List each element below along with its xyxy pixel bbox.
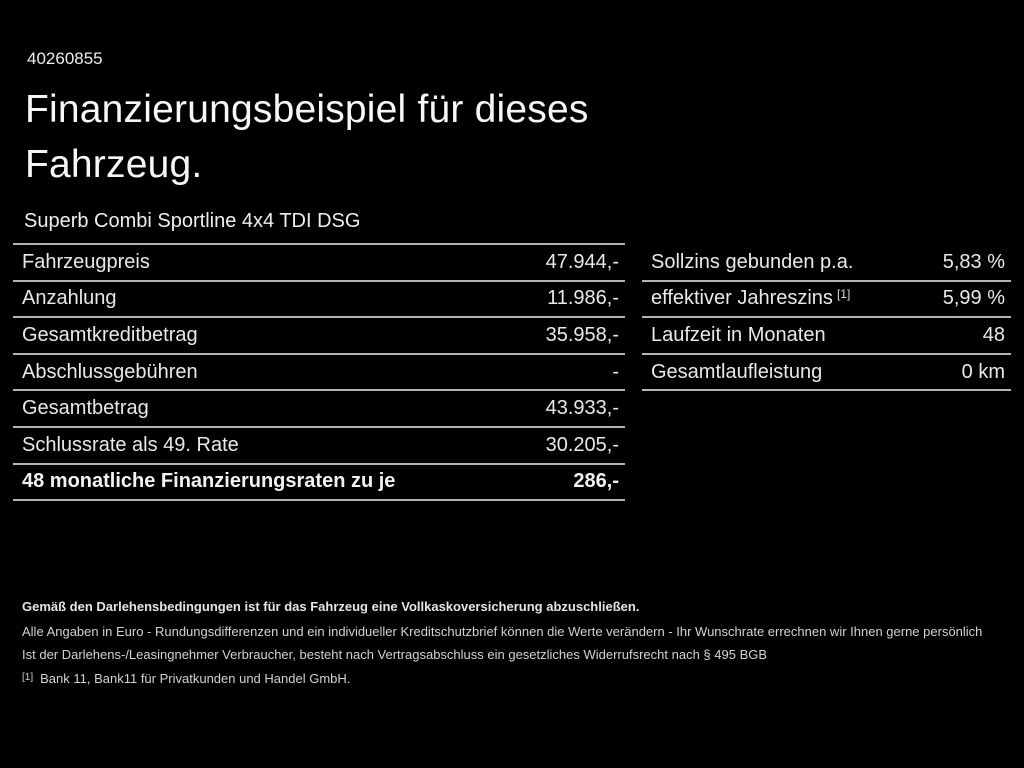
- row-value: 30.205,-: [545, 433, 619, 456]
- row-value: 0 km: [961, 360, 1005, 383]
- row-value: 35.958,-: [545, 323, 619, 346]
- row-label: 48 monatliche Finanzierungsraten zu je: [22, 470, 396, 493]
- row-label: Gesamtbetrag: [22, 397, 149, 420]
- table-row: Gesamtlaufleistung 0 km: [642, 355, 1011, 392]
- footnote-text: Bank 11, Bank11 für Privatkunden und Han…: [40, 671, 351, 686]
- financing-conditions-table: Sollzins gebunden p.a. 5,83 % effektiver J…: [642, 245, 1011, 392]
- row-label: Laufzeit in Monaten: [651, 324, 826, 347]
- row-value: 5,83 %: [942, 250, 1005, 273]
- page-title-line2: Fahrzeug.: [25, 143, 203, 186]
- table-row: 48 monatliche Finanzierungsraten zu je 28…: [13, 465, 625, 502]
- table-row: Sollzins gebunden p.a. 5,83 %: [642, 245, 1011, 282]
- row-value: 11.986,-: [547, 287, 619, 310]
- page-title-line1: Finanzierungsbeispiel für dieses: [25, 88, 589, 131]
- page-title: Finanzierungsbeispiel für dieses Fahrzeu…: [25, 82, 589, 192]
- footnote-line: [1] Bank 11, Bank11 für Privatkunden und …: [22, 671, 350, 686]
- row-label-text: Sollzins gebunden p.a.: [651, 250, 854, 273]
- footnote-reference: [1]: [836, 287, 851, 302]
- row-label: effektiver Jahreszins [1]: [651, 287, 850, 310]
- row-label-text: Laufzeit in Monaten: [651, 323, 826, 346]
- row-value: 286,-: [573, 470, 619, 493]
- row-label: Schlussrate als 49. Rate: [22, 433, 239, 456]
- table-row: Schlussrate als 49. Rate 30.205,-: [13, 428, 625, 465]
- document-id: 40260855: [27, 49, 103, 68]
- row-label: Gesamtlaufleistung: [651, 361, 822, 384]
- row-value: 48: [982, 323, 1005, 346]
- row-label-text: Gesamtlaufleistung: [651, 360, 823, 383]
- row-value: 43.933,-: [545, 397, 619, 420]
- table-row: Abschlussgebühren -: [13, 355, 625, 392]
- row-label: Gesamtkreditbetrag: [22, 323, 198, 346]
- row-value: 47.944,-: [545, 250, 619, 273]
- footnote-text: Alle Angaben in Euro - Rundungsdifferenz…: [22, 624, 983, 639]
- row-label: Sollzins gebunden p.a.: [651, 251, 853, 274]
- table-row: Gesamtkreditbetrag 35.958,-: [13, 318, 625, 355]
- footnote-line: Ist der Darlehens-/Leasingnehmer Verbrau…: [22, 647, 767, 662]
- footnote-line: Gemäß den Darlehensbedingungen ist für d…: [22, 599, 639, 614]
- row-value: -: [612, 360, 619, 383]
- table-row: Laufzeit in Monaten 48: [642, 318, 1011, 355]
- row-label-text: effektiver Jahreszins: [651, 287, 833, 310]
- row-value: 5,99 %: [942, 287, 1005, 310]
- footnote-line: Alle Angaben in Euro - Rundungsdifferenz…: [22, 624, 982, 639]
- financing-amounts-table: Fahrzeugpreis 47.944,- Anzahlung 11.986,- Ge…: [13, 243, 625, 502]
- footnote-text: Gemäß den Darlehensbedingungen ist für d…: [22, 599, 640, 614]
- table-row: Gesamtbetrag 43.933,-: [13, 391, 625, 428]
- table-row: Fahrzeugpreis 47.944,-: [13, 245, 625, 282]
- row-label: Fahrzeugpreis: [22, 250, 150, 273]
- vehicle-model-name: Superb Combi Sportline 4x4 TDI DSG: [24, 210, 361, 232]
- footnote-marker: [1]: [22, 672, 34, 683]
- footnote-text: Ist der Darlehens-/Leasingnehmer Verbrau…: [22, 647, 768, 662]
- table-row: Anzahlung 11.986,-: [13, 282, 625, 319]
- row-label: Abschlussgebühren: [22, 360, 198, 383]
- row-label: Anzahlung: [22, 287, 117, 310]
- table-row: effektiver Jahreszins [1] 5,99 %: [642, 282, 1011, 319]
